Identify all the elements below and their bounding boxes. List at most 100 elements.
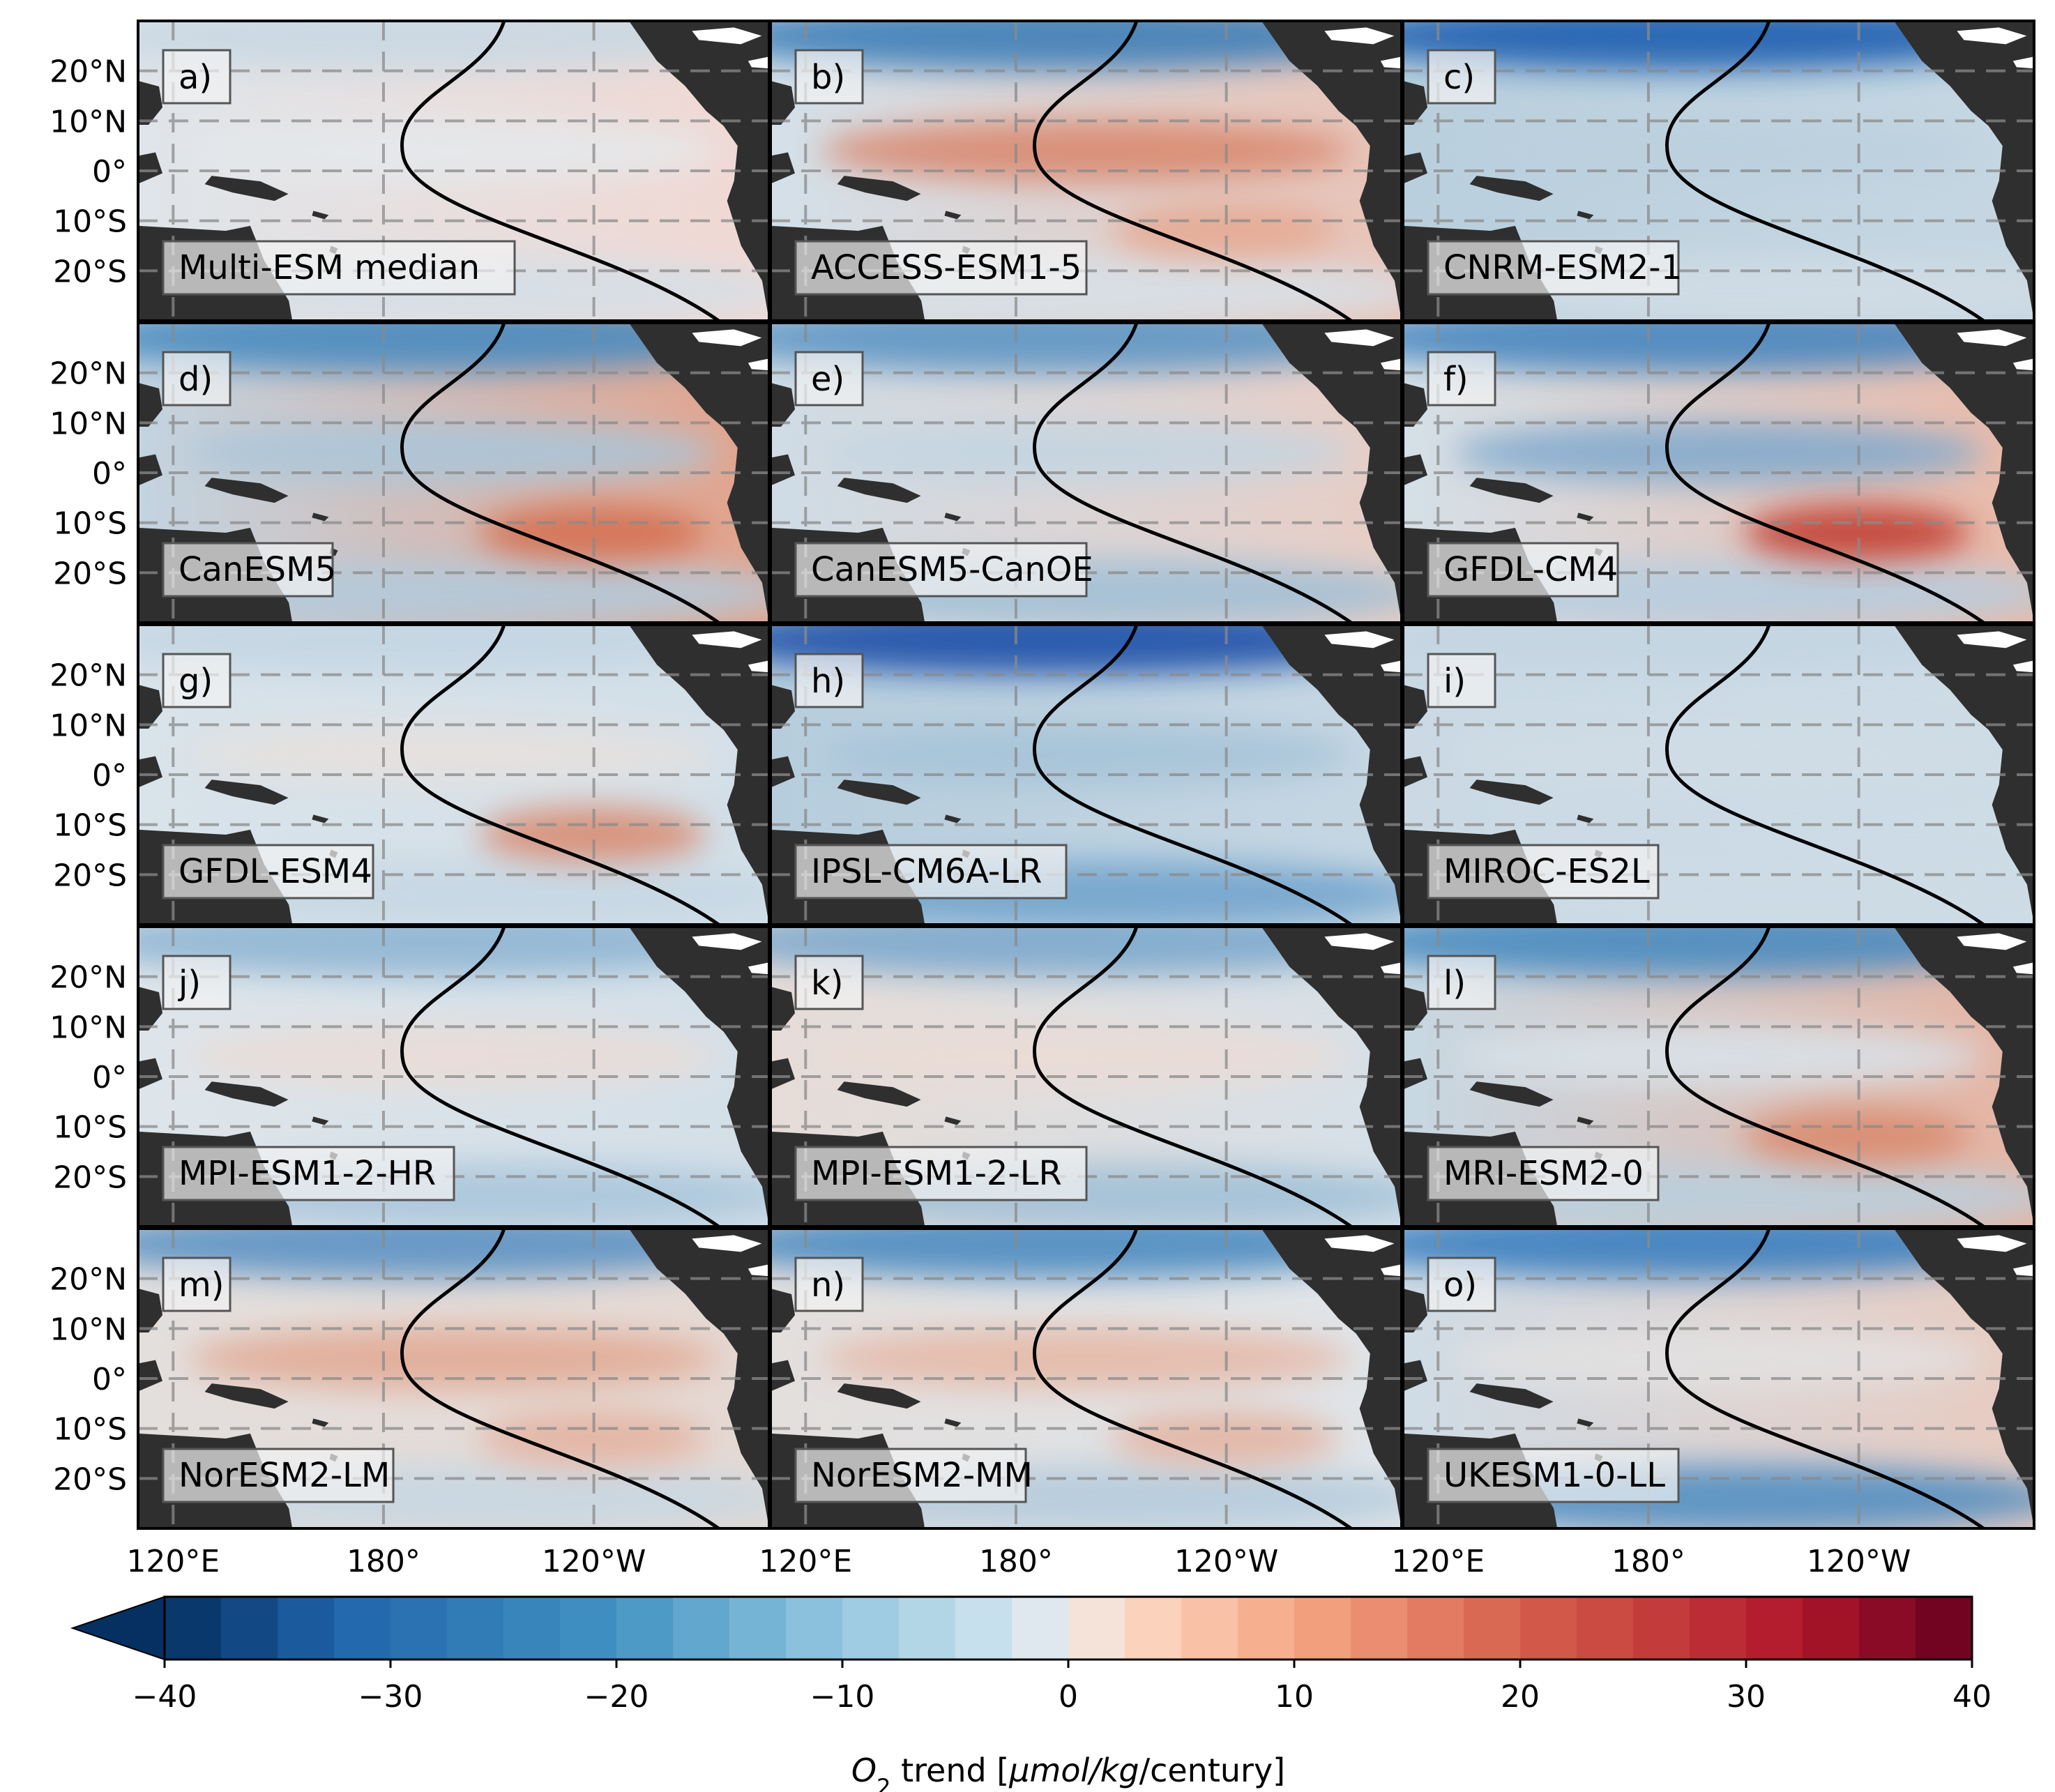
colorbar: −40 −30 −20 −10 0 10 20 30 40 O2 trend [μmol/kg/c… (70, 1595, 1992, 1792)
panel-letter: a) (162, 49, 232, 105)
y-tick-label: 0° (92, 1362, 127, 1397)
zero-contour (1665, 323, 1985, 623)
field-accent (478, 807, 706, 863)
colorbar-segment (1351, 1597, 1408, 1660)
panel-letter: n) (794, 1256, 864, 1312)
colorbar-tick-label: 30 (1727, 1679, 1766, 1715)
field-north-band (1403, 625, 2034, 675)
panel-canesm5: d) CanESM5 (137, 321, 771, 624)
panel-letter: m) (162, 1256, 232, 1312)
panel-letter: d) (162, 351, 232, 407)
colorbar-segment (1803, 1597, 1860, 1660)
panel-letter-text: l) (1443, 964, 1466, 1003)
colorbar-segment (1407, 1597, 1464, 1660)
colorbar-segment (1068, 1597, 1125, 1660)
y-tick-label: 20°N (50, 960, 127, 996)
zero-contour (1665, 927, 1985, 1227)
panel-mpi-esm1-2-lr: k) MPI-ESM1-2-LR (769, 925, 1403, 1228)
y-tick-label: 10°N (50, 1312, 127, 1347)
panel-letter: g) (162, 653, 232, 708)
colorbar-segment (786, 1597, 843, 1660)
panel-gfdl-esm4: g) GFDL-ESM4 (137, 623, 771, 926)
colorbar-segment (1746, 1597, 1803, 1660)
colorbar-tick-label: −30 (358, 1679, 423, 1715)
field-accent (1743, 1109, 1971, 1164)
colorbar-segment (1012, 1597, 1069, 1660)
panel-frame (1402, 1227, 2035, 1530)
colorbar-segment (729, 1597, 787, 1660)
colorbar-extend-min (70, 1595, 165, 1661)
field-north-band (1403, 1229, 2034, 1279)
field-equatorial-band (1453, 1025, 1984, 1088)
panel-letter-text: f) (1443, 360, 1469, 399)
field-equatorial-band (821, 1025, 1351, 1088)
panel-model-name-text: GFDL-ESM4 (179, 852, 372, 891)
field-accent (1111, 1411, 1339, 1466)
y-tick-label: 20°S (53, 858, 127, 893)
panel-letter: j) (162, 955, 232, 1010)
panel-model-name-text: CanESM5-CanOE (811, 550, 1093, 589)
colorbar-tick-label: 10 (1275, 1679, 1314, 1715)
panel-letter-text: o) (1443, 1266, 1477, 1305)
field-north-band (771, 1229, 1402, 1279)
colorbar-tick-label: 40 (1952, 1679, 1992, 1715)
field-accent (1111, 203, 1339, 259)
panel-multi-esm-median: a) Multi-ESM median (137, 20, 771, 322)
field-equatorial-band (188, 421, 719, 485)
field-accent (478, 1411, 706, 1466)
y-tick-label: 10°N (50, 406, 127, 441)
panel-model-name: ACCESS-ESM1-5 (794, 240, 1088, 296)
y-tick-label: 10°N (50, 1010, 127, 1045)
panel-gfdl-cm4: f) GFDL-CM4 (1402, 321, 2035, 624)
panel-ipsl-cm6a-lr: h) IPSL-CM6A-LR (769, 623, 1403, 926)
field-north-band (771, 927, 1402, 977)
panel-model-name-text: CanESM5 (179, 550, 336, 589)
y-tick-label: 20°N (50, 356, 127, 392)
panel-letter-text: h) (811, 662, 845, 701)
colorbar-segment (278, 1597, 335, 1660)
panel-letter-text: i) (1443, 662, 1466, 701)
field-equatorial-band (821, 1327, 1351, 1390)
panel-model-name: Multi-ESM median (162, 240, 516, 296)
field-north-band (1403, 323, 2034, 373)
y-tick-label: 20°N (50, 1262, 127, 1298)
colorbar-segment (221, 1597, 278, 1660)
field-equatorial-band (188, 1327, 719, 1390)
field-accent (478, 505, 706, 561)
x-tick-label: 120°W (1174, 1544, 1279, 1579)
colorbar-segment (503, 1597, 561, 1660)
x-tick-label: 120°E (759, 1544, 852, 1579)
colorbar-segment (560, 1597, 617, 1660)
panel-model-name-text: NorESM2-MM (811, 1456, 1033, 1495)
panel-frame (1402, 925, 2035, 1228)
panel-model-name: GFDL-CM4 (1427, 542, 1619, 598)
field-north-band (771, 625, 1402, 675)
y-axis-ticks: 20°N 10°N 0° 10°S 20°S 20°N 10°N 0° 10°S 20°S 20°N… (50, 54, 127, 1498)
panel-model-name: MIROC-ES2L (1427, 844, 1660, 899)
panel-ukesm1-0-ll: o) UKESM1-0-LL (1402, 1227, 2035, 1530)
panel-model-name: MPI-ESM1-2-HR (162, 1146, 455, 1201)
panel-model-name-text: ACCESS-ESM1-5 (811, 248, 1082, 287)
panel-model-name-text: Multi-ESM median (179, 248, 480, 287)
panel-model-name-text: GFDL-CM4 (1443, 550, 1618, 589)
panel-model-name-text: IPSL-CM6A-LR (811, 852, 1042, 891)
panel-letter-text: d) (179, 360, 213, 399)
panel-letter-text: c) (1443, 58, 1475, 97)
colorbar-segment (1464, 1597, 1521, 1660)
y-tick-label: 10°N (50, 104, 127, 139)
panel-letter-text: m) (179, 1266, 224, 1305)
panel-letter: k) (794, 955, 864, 1010)
colorbar-segment (1238, 1597, 1295, 1660)
colorbar-segment (1690, 1597, 1747, 1660)
y-tick-label: 20°N (50, 658, 127, 694)
panel-letter-text: n) (811, 1266, 845, 1305)
field-equatorial-band (188, 723, 719, 787)
colorbar-segment (1633, 1597, 1690, 1660)
panel-access-esm1-5: b) ACCESS-ESM1-5 (769, 20, 1403, 322)
zero-contour (400, 323, 720, 623)
zero-contour (1665, 1229, 1985, 1528)
panel-model-name: CNRM-ESM2-1 (1427, 240, 1682, 296)
zero-contour (400, 21, 720, 321)
panel-model-name: CanESM5 (162, 542, 336, 598)
